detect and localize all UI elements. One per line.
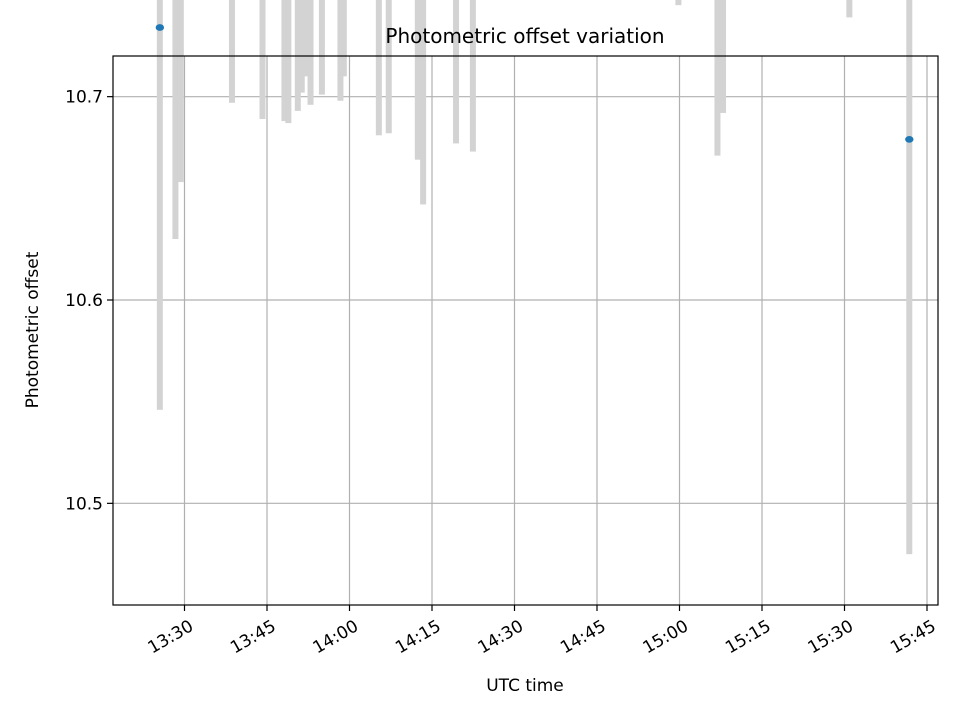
error-bar — [156, 0, 163, 410]
error-bar — [281, 0, 288, 122]
grid — [113, 56, 938, 605]
data-points — [155, 24, 914, 143]
error-bar — [172, 0, 179, 239]
plot-frame — [112, 55, 939, 606]
y-tick-label: 10.5 — [65, 494, 103, 514]
error-bar — [177, 0, 184, 183]
x-axis-label: UTC time — [486, 676, 564, 696]
y-tick-label: 10.6 — [65, 291, 103, 311]
error-bar — [906, 0, 913, 555]
error-bar — [259, 0, 266, 120]
error-bar — [385, 0, 392, 134]
error-bar — [298, 0, 305, 93]
y-tick-label: 10.7 — [65, 88, 103, 108]
error-bar — [285, 0, 292, 124]
error-bar — [469, 0, 476, 152]
chart-title: Photometric offset variation — [385, 24, 664, 48]
y-axis-label: Photometric offset — [23, 251, 43, 408]
error-bar — [375, 0, 382, 136]
error-bar — [714, 0, 721, 156]
error-bar — [453, 0, 460, 144]
data-point — [905, 135, 914, 143]
error-bar — [228, 0, 235, 103]
error-bar — [414, 0, 421, 160]
error-bar — [675, 0, 682, 6]
error-bar — [307, 0, 314, 105]
data-point — [155, 24, 165, 31]
error-bar — [318, 0, 325, 95]
error-bars — [156, 0, 913, 555]
error-bar — [340, 0, 347, 77]
error-bar — [846, 0, 853, 18]
error-bar — [303, 0, 310, 77]
y-axis: 10.510.610.710.810.911.0 — [65, 88, 113, 514]
error-bar — [420, 0, 427, 205]
error-bar — [337, 0, 344, 101]
